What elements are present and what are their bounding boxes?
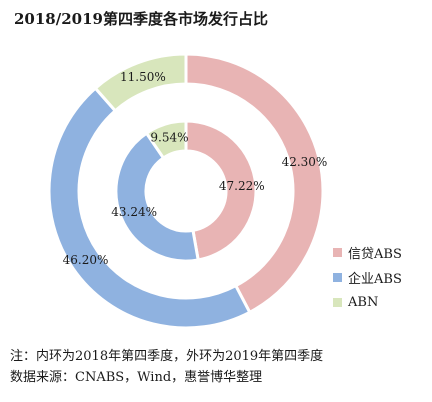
inner-slice-abn[interactable] (144, 119, 188, 161)
legend: 信贷ABS 企业ABS ABN (333, 240, 402, 315)
legend-swatch (333, 273, 342, 282)
legend-item-corporate-abs[interactable]: 企业ABS (333, 265, 402, 290)
outer-label-corporate-abs: 46.20% (63, 253, 109, 267)
inner-slice-credit-abs[interactable] (184, 119, 258, 262)
footnotes: 注：内环为2018年第四季度，外环为2019年第四季度 数据来源：CNABS，W… (10, 346, 323, 388)
inner-ring (114, 119, 258, 263)
legend-label: 企业ABS (348, 272, 402, 287)
inner-slice-corporate-abs[interactable] (114, 131, 200, 263)
inner-label-corporate-abs: 43.24% (111, 205, 157, 219)
outer-ring (47, 52, 325, 330)
footnote-rings: 注：内环为2018年第四季度，外环为2019年第四季度 (10, 349, 324, 364)
outer-label-abn: 11.50% (120, 70, 166, 84)
legend-swatch (333, 298, 342, 307)
legend-item-credit-abs[interactable]: 信贷ABS (333, 240, 402, 265)
legend-label: ABN (348, 295, 379, 310)
outer-label-credit-abs: 42.30% (282, 155, 328, 169)
inner-label-abn: 9.54% (150, 130, 188, 144)
outer-slice-abn[interactable] (93, 52, 188, 113)
legend-item-abn[interactable]: ABN (333, 290, 402, 315)
slice-labels: 42.30% 46.20% 11.50% 47.22% 43.24% 9.54% (63, 70, 328, 267)
legend-swatch (333, 248, 342, 257)
outer-slice-credit-abs[interactable] (184, 52, 325, 315)
legend-label: 信贷ABS (348, 247, 402, 262)
footnote-source: 数据来源：CNABS，Wind，惠誉博华整理 (10, 370, 263, 385)
inner-label-credit-abs: 47.22% (219, 179, 265, 193)
chart-title: 2018/2019第四季度各市场发行占比 (14, 10, 268, 28)
